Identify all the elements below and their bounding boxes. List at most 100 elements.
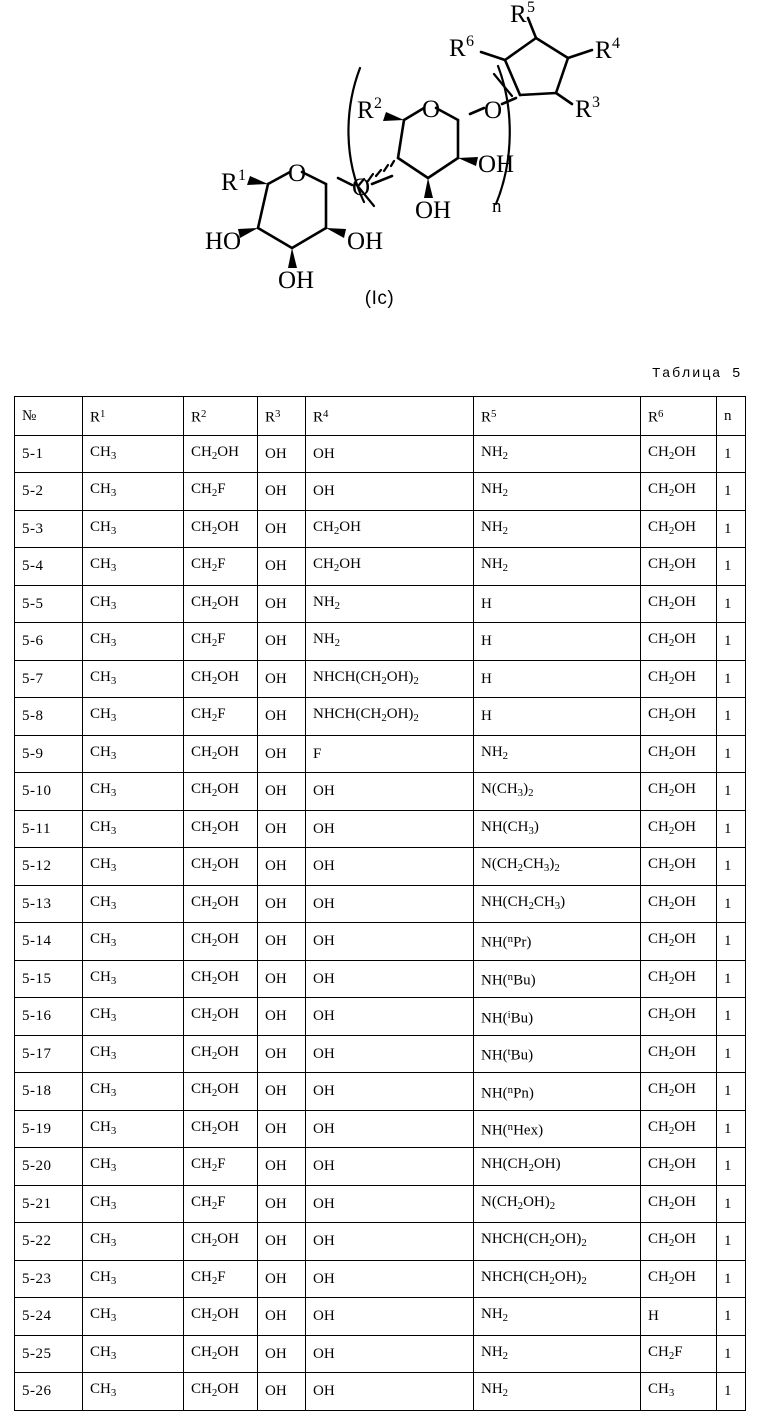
cell-r4: NH2 xyxy=(306,585,474,623)
cell-r4: NHCH(CH2OH)2 xyxy=(306,660,474,698)
label-r5-sup: 5 xyxy=(527,0,535,16)
cell-r2: CH2OH xyxy=(184,1223,258,1261)
cell-n: 1 xyxy=(717,623,746,661)
cell-r4: OH xyxy=(306,1185,474,1223)
cell-r2: CH2OH xyxy=(184,1073,258,1111)
cell-no: 5-21 xyxy=(15,1185,83,1223)
cell-r1: CH3 xyxy=(83,1035,184,1073)
cell-r6: CH2OH xyxy=(641,1073,717,1111)
cell-no: 5-2 xyxy=(15,473,83,511)
cell-r2: CH2F xyxy=(184,473,258,511)
cell-r2: CH2OH xyxy=(184,1335,258,1373)
table-row: 5-9CH3CH2OHOHFNH2CH2OH1 xyxy=(15,735,746,773)
cell-no: 5-26 xyxy=(15,1373,83,1411)
label-r3-sup: 3 xyxy=(592,94,600,111)
table-caption: Таблица 5 xyxy=(652,366,742,382)
column-header-r4: R4 xyxy=(306,397,474,436)
label-o-right-ring: O xyxy=(422,96,440,123)
cell-r1: CH3 xyxy=(83,923,184,961)
cell-r6: CH2OH xyxy=(641,998,717,1036)
cell-r2: CH2F xyxy=(184,698,258,736)
table-row: 5-26CH3CH2OHOHOHNH2CH31 xyxy=(15,1373,746,1411)
cell-n: 1 xyxy=(717,885,746,923)
data-table-container: №R1R2R3R4R5R6n 5-1CH3CH2OHOHOHNH2CH2OH15… xyxy=(14,396,745,1411)
cell-no: 5-7 xyxy=(15,660,83,698)
cell-r1: CH3 xyxy=(83,1110,184,1148)
table-row: 5-15CH3CH2OHOHOHNH(nBu)CH2OH1 xyxy=(15,960,746,998)
column-header-no: № xyxy=(15,397,83,436)
cell-r2: CH2F xyxy=(184,1185,258,1223)
cell-r6: CH2F xyxy=(641,1335,717,1373)
cell-no: 5-25 xyxy=(15,1335,83,1373)
table-row: 5-8CH3CH2FOHNHCH(CH2OH)2HCH2OH1 xyxy=(15,698,746,736)
cell-r5: NH2 xyxy=(474,473,641,511)
cell-r4: OH xyxy=(306,773,474,811)
label-r2: R xyxy=(357,97,374,124)
cell-r6: CH2OH xyxy=(641,735,717,773)
cell-r4: OH xyxy=(306,1148,474,1186)
cell-r6: CH2OH xyxy=(641,435,717,473)
cell-n: 1 xyxy=(717,1148,746,1186)
cell-r3: OH xyxy=(258,1335,306,1373)
cell-r3: OH xyxy=(258,1110,306,1148)
label-r5: R xyxy=(510,1,527,28)
formula-label: (Ic) xyxy=(0,288,759,310)
cell-no: 5-22 xyxy=(15,1223,83,1261)
cell-r3: OH xyxy=(258,548,306,586)
cell-n: 1 xyxy=(717,810,746,848)
cell-no: 5-4 xyxy=(15,548,83,586)
cell-r3: OH xyxy=(258,660,306,698)
cell-n: 1 xyxy=(717,1073,746,1111)
cell-r2: CH2OH xyxy=(184,1373,258,1411)
cell-r2: CH2OH xyxy=(184,660,258,698)
structure-svg: R 1 O O HO OH OH R 2 O O OH OH R 3 xyxy=(0,0,759,290)
cell-r6: CH2OH xyxy=(641,960,717,998)
cell-n: 1 xyxy=(717,735,746,773)
cell-n: 1 xyxy=(717,1035,746,1073)
table-row: 5-20CH3CH2FOHOHNH(CH2OH)CH2OH1 xyxy=(15,1148,746,1186)
table-row: 5-16CH3CH2OHOHOHNH(iBu)CH2OH1 xyxy=(15,998,746,1036)
cell-no: 5-8 xyxy=(15,698,83,736)
cell-no: 5-16 xyxy=(15,998,83,1036)
table-row: 5-12CH3CH2OHOHOHN(CH2CH3)2CH2OH1 xyxy=(15,848,746,886)
cell-r6: CH2OH xyxy=(641,473,717,511)
cell-r4: NHCH(CH2OH)2 xyxy=(306,698,474,736)
cell-r2: CH2OH xyxy=(184,1110,258,1148)
cell-r1: CH3 xyxy=(83,1373,184,1411)
cell-r1: CH3 xyxy=(83,1223,184,1261)
cell-r2: CH2OH xyxy=(184,773,258,811)
cell-no: 5-23 xyxy=(15,1260,83,1298)
cell-r3: OH xyxy=(258,885,306,923)
table-row: 5-1CH3CH2OHOHOHNH2CH2OH1 xyxy=(15,435,746,473)
cell-r4: OH xyxy=(306,1260,474,1298)
cell-r6: CH2OH xyxy=(641,548,717,586)
table-row: 5-3CH3CH2OHOHCH2OHNH2CH2OH1 xyxy=(15,510,746,548)
column-header-r3: R3 xyxy=(258,397,306,436)
cell-r6: CH2OH xyxy=(641,923,717,961)
cell-r1: CH3 xyxy=(83,1260,184,1298)
cell-r5: NH2 xyxy=(474,735,641,773)
cell-no: 5-3 xyxy=(15,510,83,548)
cell-r4: OH xyxy=(306,960,474,998)
cell-r2: CH2F xyxy=(184,1260,258,1298)
cell-r2: CH2OH xyxy=(184,510,258,548)
cell-r5: NH(nPn) xyxy=(474,1073,641,1111)
cell-r4: OH xyxy=(306,1298,474,1336)
cell-n: 1 xyxy=(717,960,746,998)
label-oh-right-c3: OH xyxy=(415,197,451,224)
cell-r6: CH2OH xyxy=(641,585,717,623)
cell-r3: OH xyxy=(258,773,306,811)
cell-n: 1 xyxy=(717,548,746,586)
cell-r5: N(CH2CH3)2 xyxy=(474,848,641,886)
cell-n: 1 xyxy=(717,1185,746,1223)
label-o-glycosidic-left: O xyxy=(352,174,370,201)
cell-r4: OH xyxy=(306,473,474,511)
cell-n: 1 xyxy=(717,1298,746,1336)
cell-r5: NHCH(CH2OH)2 xyxy=(474,1260,641,1298)
cell-r5: NH2 xyxy=(474,1298,641,1336)
cell-r6: CH2OH xyxy=(641,1148,717,1186)
cell-r3: OH xyxy=(258,435,306,473)
cell-r6: CH2OH xyxy=(641,885,717,923)
cell-n: 1 xyxy=(717,773,746,811)
cell-no: 5-13 xyxy=(15,885,83,923)
